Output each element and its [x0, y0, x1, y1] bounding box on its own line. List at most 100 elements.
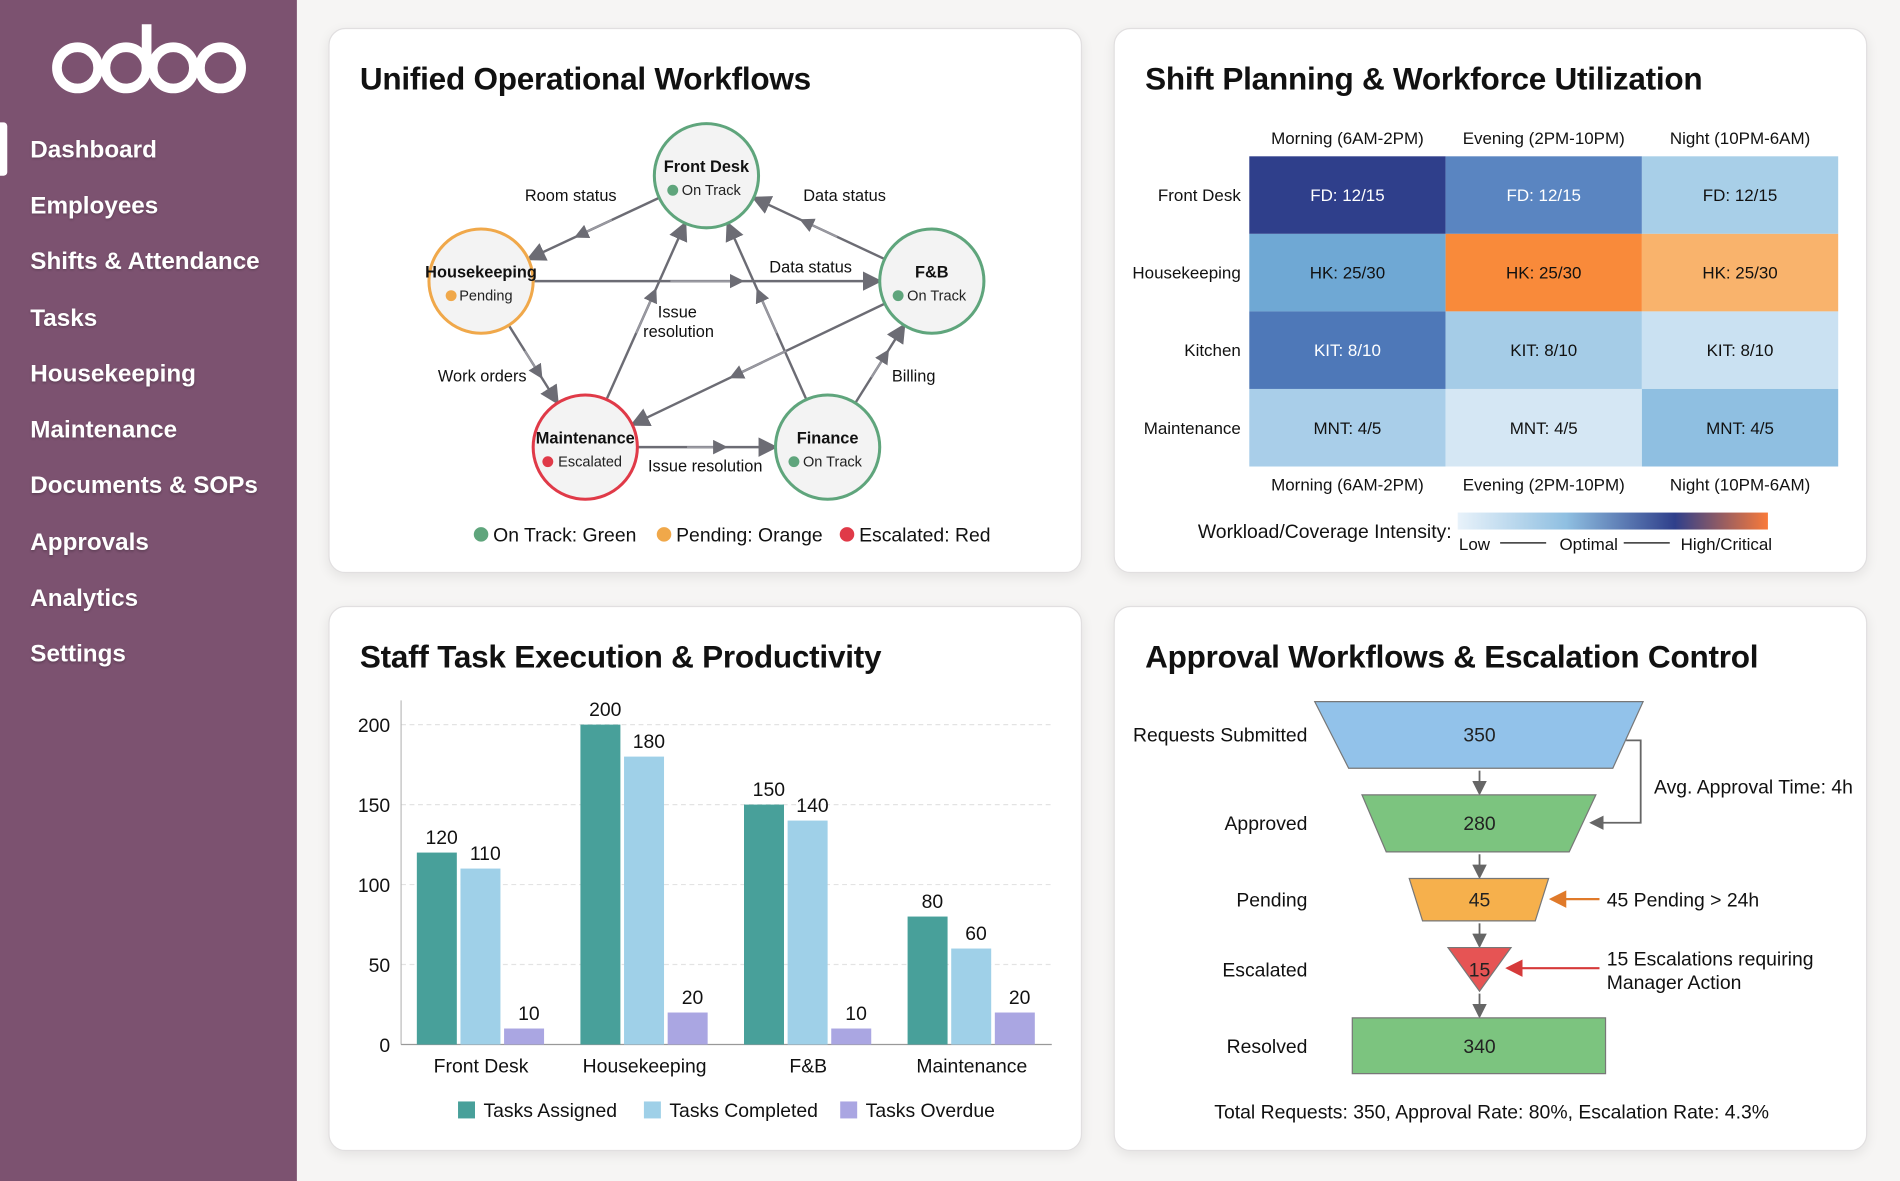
cell-value: KIT: 8/10	[1510, 341, 1577, 360]
cell-value: MNT: 4/5	[1706, 419, 1774, 438]
escalation-note: 15 Escalations requiring	[1607, 949, 1814, 971]
heatmap-cell[interactable]: HK: 25/30	[1445, 233, 1642, 312]
column-footer: Morning (6AM-2PM)	[1271, 476, 1424, 495]
sidebar-item-approvals[interactable]: Approvals	[0, 515, 297, 571]
cell-fill	[1641, 388, 1839, 467]
row-header: Maintenance	[1144, 419, 1241, 438]
node-status: On Track	[803, 455, 863, 471]
heatmap-cell[interactable]: HK: 25/30	[1641, 233, 1839, 312]
workflow-arrow-hint	[755, 288, 778, 334]
node-status: On Track	[682, 183, 742, 199]
legend-swatch	[458, 1101, 475, 1119]
workflow-arrow-hint	[574, 219, 613, 239]
node-circle	[531, 393, 639, 501]
pending-note: 45 Pending > 24h	[1607, 889, 1759, 911]
sidebar-item-label: Employees	[30, 192, 159, 220]
sidebar-item-housekeeping[interactable]: Housekeeping	[0, 347, 297, 403]
node-circle	[878, 227, 986, 335]
stage-shape	[1313, 700, 1645, 769]
data-label: 60	[965, 923, 987, 945]
cell-value: FD: 12/15	[1507, 186, 1581, 205]
legend-label: Pending: Orange	[676, 525, 823, 547]
card-title: Shift Planning & Workforce Utilization	[1145, 60, 1703, 97]
sidebar-item-documents-sops[interactable]: Documents & SOPs	[0, 459, 297, 515]
node-name: F&B	[915, 263, 949, 281]
legend-low: Low	[1459, 535, 1491, 554]
heatmap-cell[interactable]: FD: 12/15	[1445, 156, 1642, 234]
legend-swatch	[643, 1101, 661, 1119]
x-tick-label: Maintenance	[916, 1055, 1027, 1077]
node-status: Pending	[459, 289, 512, 305]
funnel-stage-approved[interactable]: 280	[1361, 794, 1597, 853]
node-circle	[773, 393, 882, 501]
sidebar-item-label: Housekeeping	[30, 360, 196, 388]
funnel-stage-escalated[interactable]: 15	[1446, 946, 1513, 993]
bar-tasks-assigned	[907, 916, 948, 1045]
cell-value: FD: 12/15	[1703, 186, 1777, 205]
status-dot	[667, 184, 679, 196]
sidebar-item-employees[interactable]: Employees	[0, 178, 297, 234]
odoo-logo[interactable]	[51, 17, 247, 97]
workflow-node-f-b[interactable]: F&B On Track	[878, 227, 986, 335]
task-bar-chart: 0 50 100 150 200 Front Desk 120 110 10 Housekeepi…	[358, 699, 1052, 1122]
funnel-stage-resolved[interactable]: 340	[1351, 1017, 1607, 1075]
data-label: 10	[845, 1003, 867, 1025]
stage-value: 350	[1463, 725, 1496, 747]
workflow-node-finance[interactable]: Finance On Track	[773, 393, 882, 501]
sidebar-item-label: Tasks	[30, 304, 98, 332]
tasks-card: Staff Task Execution & Productivity 0 50 1…	[328, 605, 1083, 1152]
shift-heatmap: Morning (6AM-2PM) Morning (6AM-2PM) Evenin…	[1132, 129, 1839, 554]
heatmap-cell[interactable]: KIT: 8/10	[1249, 311, 1446, 389]
shifts-card: Shift Planning & Workforce Utilization M…	[1113, 27, 1868, 574]
workflow-arrow-hint	[635, 288, 657, 334]
node-circle	[427, 227, 535, 335]
x-tick-label: Housekeeping	[583, 1055, 707, 1077]
heatmap-cell[interactable]: KIT: 8/10	[1641, 311, 1839, 389]
workflow-node-housekeeping[interactable]: Housekeeping Pending	[425, 227, 537, 335]
legend-dot	[473, 527, 489, 542]
heatmap-cell[interactable]: MNT: 4/5	[1445, 388, 1642, 467]
legend-label: Tasks Completed	[669, 1100, 818, 1122]
sidebar-item-maintenance[interactable]: Maintenance	[0, 403, 297, 459]
heatmap-cell[interactable]: MNT: 4/5	[1641, 388, 1839, 467]
sidebar-item-tasks[interactable]: Tasks	[0, 291, 297, 347]
cell-value: HK: 25/30	[1310, 264, 1385, 283]
edge-label: Issue resolution	[648, 457, 762, 475]
card-title: Staff Task Execution & Productivity	[359, 638, 882, 675]
sidebar-item-shifts-attendance[interactable]: Shifts & Attendance	[0, 235, 297, 291]
funnel-stage-requests-submitted[interactable]: 350	[1313, 700, 1645, 769]
bar-tasks-completed	[787, 820, 828, 1045]
funnel-stage-pending[interactable]: 45	[1408, 877, 1550, 922]
stage-shape	[1351, 1017, 1607, 1075]
node-name: Maintenance	[536, 429, 635, 447]
node-status: On Track	[907, 289, 967, 305]
cell-value: HK: 25/30	[1702, 264, 1777, 283]
workflow-node-maintenance[interactable]: Maintenance Escalated	[531, 393, 639, 501]
heatmap-cell[interactable]: MNT: 4/5	[1249, 388, 1446, 467]
escalation-note: Manager Action	[1607, 972, 1742, 994]
workflow-arrow-hint	[870, 349, 890, 378]
heatmap-cell[interactable]: FD: 12/15	[1641, 156, 1839, 234]
x-tick-label: F&B	[789, 1055, 827, 1077]
heatmap-cell[interactable]: KIT: 8/10	[1445, 311, 1642, 389]
cell-value: HK: 25/30	[1506, 264, 1581, 283]
edge-label: resolution	[643, 323, 714, 341]
sidebar-item-dashboard[interactable]: Dashboard	[0, 122, 297, 178]
stage-value: 45	[1469, 889, 1491, 911]
avg-time-bracket	[1589, 739, 1642, 831]
heatmap-cell[interactable]: HK: 25/30	[1249, 233, 1446, 312]
approvals-card: Approval Workflows & Escalation Control …	[1113, 605, 1868, 1152]
sidebar-nav: Dashboard Employees Shifts & Attendance Tas…	[0, 122, 297, 683]
workflow-node-front-desk[interactable]: Front Desk On Track	[652, 122, 761, 230]
heatmap-cell[interactable]: FD: 12/15	[1249, 156, 1446, 234]
data-label: 20	[682, 987, 704, 1009]
bar-tasks-assigned	[416, 852, 457, 1045]
workflow-arrow-hint	[799, 218, 838, 238]
data-label: 140	[796, 795, 829, 817]
sidebar-item-analytics[interactable]: Analytics	[0, 571, 297, 627]
bar-tasks-assigned	[744, 804, 784, 1045]
sidebar-item-settings[interactable]: Settings	[0, 627, 297, 683]
edge-label: Data status	[803, 187, 886, 205]
legend-label: On Track: Green	[493, 525, 636, 547]
stage-value: 340	[1463, 1036, 1496, 1058]
